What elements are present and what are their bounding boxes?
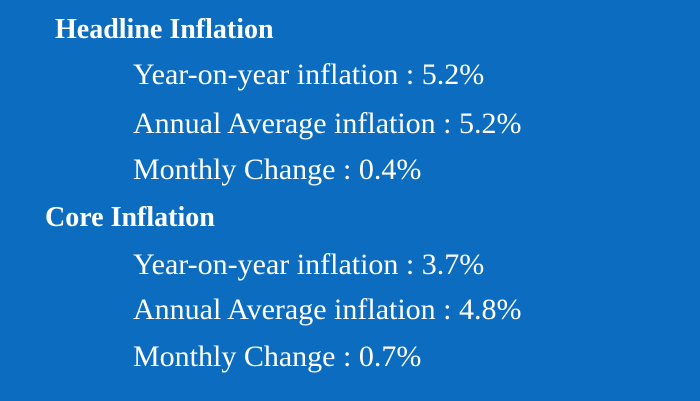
section-item: Annual Average inflation : 5.2% bbox=[133, 107, 522, 140]
section-item: Year-on-year inflation : 3.7% bbox=[133, 248, 485, 281]
section-item: Annual Average inflation : 4.8% bbox=[133, 293, 522, 326]
section-item: Monthly Change : 0.4% bbox=[133, 153, 422, 186]
section-item: Year-on-year inflation : 5.2% bbox=[133, 58, 485, 91]
section-title: Headline Inflation bbox=[55, 14, 274, 45]
section-item: Monthly Change : 0.7% bbox=[133, 340, 422, 373]
section-title: Core Inflation bbox=[45, 202, 215, 233]
